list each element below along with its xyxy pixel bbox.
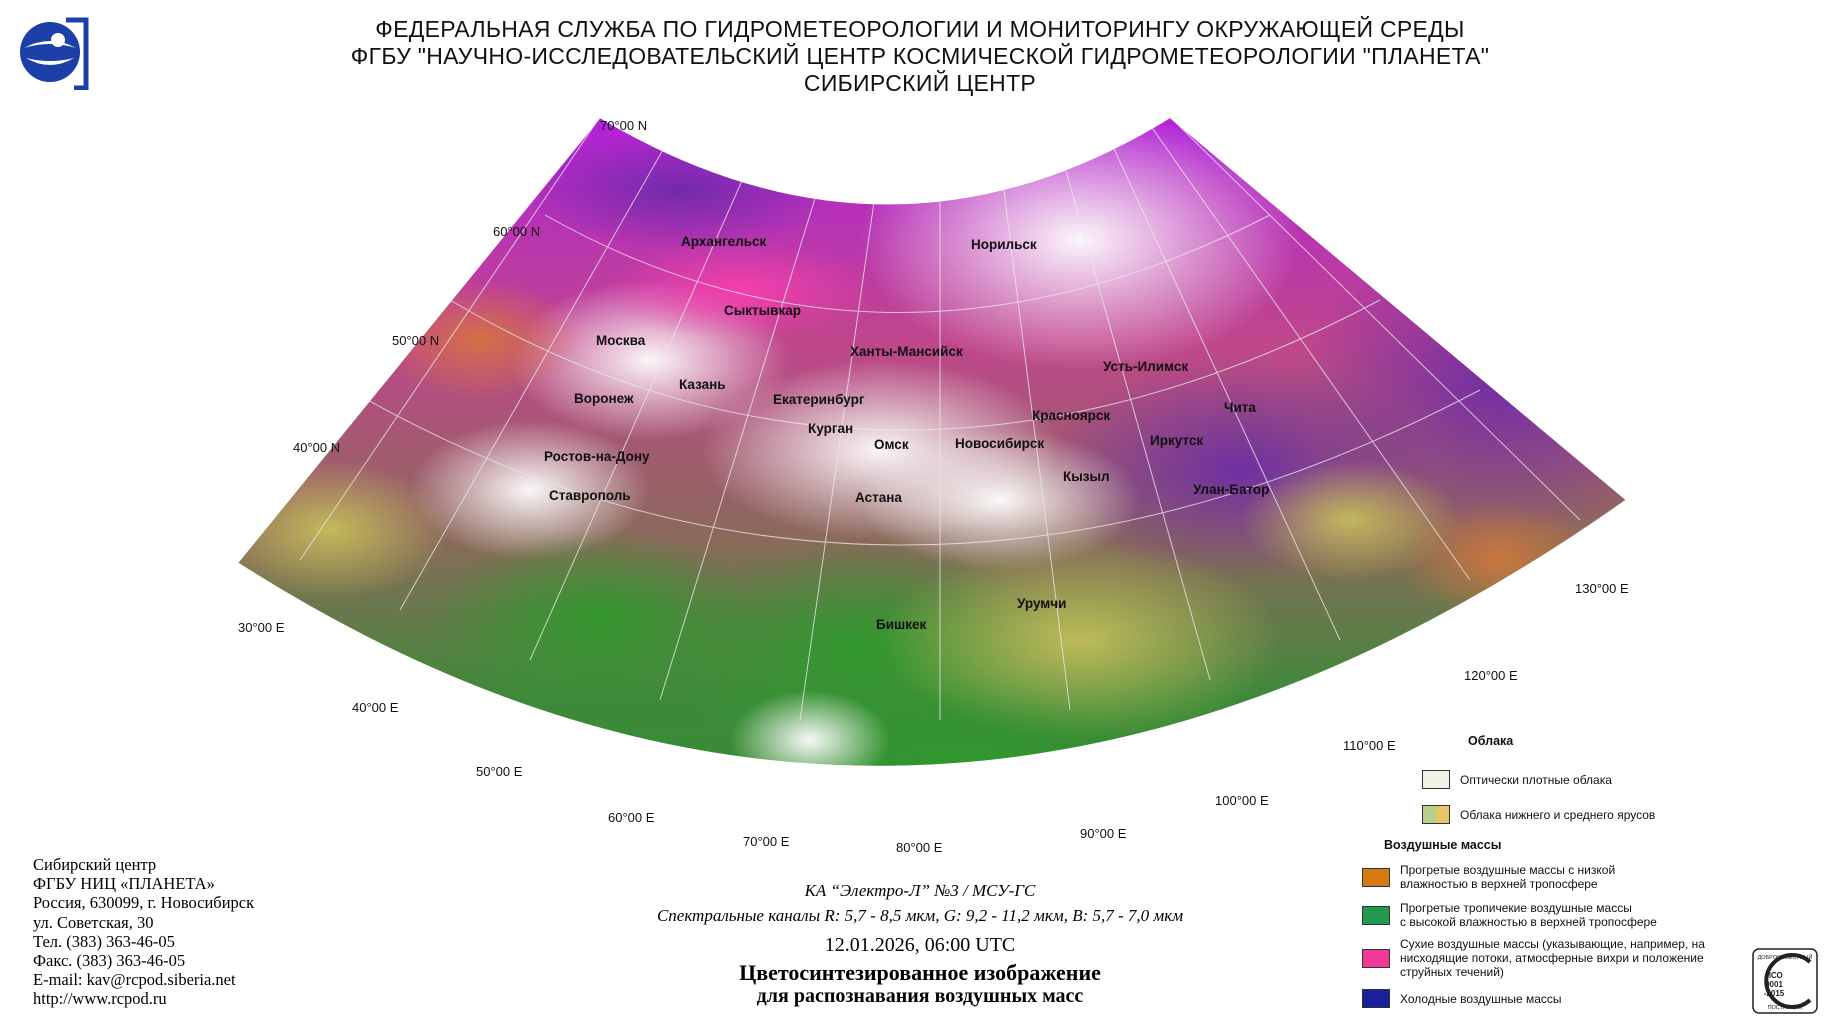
city-stavropol: Ставрополь <box>549 488 631 503</box>
lat-label-70: 70°00 N <box>600 118 648 133</box>
lat-label-50: 50°00 N <box>392 333 440 348</box>
legend-item-warm-low-humidity: Прогретые воздушные массы с низкой влажн… <box>1362 863 1615 891</box>
legend-label-tropical-2: с высокой влажностью в верхней тропосфер… <box>1400 915 1657 929</box>
header-line-3: СИБИРСКИЙ ЦЕНТР <box>803 70 1037 96</box>
city-omsk: Омск <box>874 437 909 452</box>
image-info: КА “Электро-Л” №3 / МСУ-ГС Спектральные … <box>540 878 1300 1008</box>
city-bishkek: Бишкек <box>876 617 927 632</box>
legend-label-tropical: Прогретые тропичекие воздушные массы с в… <box>1400 901 1657 929</box>
city-kyzyl: Кызыл <box>1063 469 1110 484</box>
lon-label-40: 40°00 E <box>352 700 399 715</box>
city-chita: Чита <box>1224 400 1256 415</box>
planeta-logo <box>14 14 90 90</box>
satellite-name: КА “Электро-Л” №3 / МСУ-ГС <box>804 881 1036 900</box>
legend-label-dry-1: Сухие воздушные массы (указывающие, напр… <box>1400 937 1705 951</box>
legend-item-low-mid-clouds: Облака нижнего и среднего ярусов <box>1422 805 1655 824</box>
legend-label-dense-clouds: Оптически плотные облака <box>1460 772 1612 787</box>
legend-label-warm-2: влажностью в верхней тропосфере <box>1400 877 1598 891</box>
spectral-channels: Спектральные каналы R: 5,7 - 8,5 мкм, G:… <box>656 906 1184 925</box>
lon-label-80: 80°00 E <box>896 840 943 855</box>
legend-clouds-heading: Облака <box>1468 734 1514 748</box>
phone: Тел. (383) 363-46-05 <box>33 931 175 951</box>
lat-label-40: 40°00 N <box>293 440 341 455</box>
image-title-1: Цветосинтезированное изображение <box>739 960 1101 985</box>
lon-label-50: 50°00 E <box>476 764 523 779</box>
city-khanty-mansiysk: Ханты-Мансийск <box>850 344 963 359</box>
header-line-1: ФЕДЕРАЛЬНАЯ СЛУЖБА ПО ГИДРОМЕТЕОРОЛОГИИ … <box>375 16 1465 42</box>
header-line-2: ФГБУ "НАУЧНО-ИССЛЕДОВАТЕЛЬСКИЙ ЦЕНТР КОС… <box>350 43 1490 69</box>
swatch-cold <box>1362 989 1390 1008</box>
legend-label-low-mid-clouds: Облака нижнего и среднего ярусов <box>1460 807 1656 822</box>
city-norilsk: Норильск <box>971 237 1037 252</box>
city-novosibirsk: Новосибирск <box>955 436 1045 451</box>
fax: Факс. (383) 363-46-05 <box>33 951 186 971</box>
legend-label-warm: Прогретые воздушные массы с низкой влажн… <box>1400 863 1615 891</box>
address-line-2: ул. Советская, 30 <box>33 912 154 932</box>
city-urumqi: Урумчи <box>1017 596 1067 611</box>
graticule <box>299 117 1581 721</box>
lon-label-110: 110°00 E <box>1343 738 1396 753</box>
legend-item-dense-clouds: Оптически плотные облака <box>1422 770 1612 789</box>
lon-label-130: 130°00 E <box>1575 581 1629 596</box>
iso-bottom-text: ПОСТАВЩИК <box>1768 1005 1804 1011</box>
city-ust-ilimsk: Усть-Илимск <box>1103 359 1189 374</box>
iso-year-text: -2015 <box>1764 989 1785 998</box>
image-title-2: для распознавания воздушных масс <box>756 985 1084 1007</box>
lat-label-60: 60°00 N <box>493 224 541 239</box>
swatch-tropical <box>1362 905 1390 925</box>
legend-item-cold: Холодные воздушные массы <box>1362 989 1562 1008</box>
city-kurgan: Курган <box>808 421 854 436</box>
legend-label-tropical-1: Прогретые тропичекие воздушные массы <box>1400 901 1632 915</box>
address-block: Сибирский центр ФГБУ НИЦ «ПЛАНЕТА» Росси… <box>33 855 254 1009</box>
city-moscow: Москва <box>596 333 646 348</box>
legend-item-dry: Сухие воздушные массы (указывающие, напр… <box>1362 937 1705 979</box>
header: ФЕДЕРАЛЬНАЯ СЛУЖБА ПО ГИДРОМЕТЕОРОЛОГИИ … <box>0 16 1840 97</box>
city-syktyvkar: Сыктывкар <box>724 303 801 318</box>
city-kazan: Казань <box>679 377 726 392</box>
iso-num-text: 9001 <box>1765 980 1783 989</box>
city-ulan-bator: Улан-Батор <box>1193 482 1270 497</box>
lon-label-120: 120°00 E <box>1464 668 1518 683</box>
address-line-1: Россия, 630099, г. Новосибирск <box>33 893 255 913</box>
iso-top-text: ДОБРОСОВЕСТНЫЙ <box>1758 953 1813 961</box>
legend-label-cold: Холодные воздушные массы <box>1400 991 1562 1006</box>
image-datetime: 12.01.2026, 06:00 UTC <box>824 934 1016 956</box>
swatch-warm <box>1362 867 1390 887</box>
iso-9001-badge: ДОБРОСОВЕСТНЫЙ ИСО 9001 -2015 ПОСТАВЩИК <box>1752 948 1818 1014</box>
lon-label-30: 30°00 E <box>238 620 285 635</box>
swatch-dry <box>1362 948 1390 968</box>
website-link[interactable]: http://www.rcpod.ru <box>33 989 167 1009</box>
iso-text: ИСО <box>1765 971 1783 980</box>
city-arkhangelsk: Архангельск <box>681 234 767 249</box>
legend-label-dry: Сухие воздушные массы (указывающие, напр… <box>1400 937 1705 979</box>
lon-label-90: 90°00 E <box>1080 826 1127 841</box>
org-full-name: ФГБУ НИЦ «ПЛАНЕТА» <box>33 874 215 894</box>
org-name: Сибирский центр <box>33 855 157 874</box>
legend-label-warm-1: Прогретые воздушные массы с низкой <box>1400 863 1616 877</box>
legend-air-heading: Воздушные массы <box>1384 838 1502 852</box>
city-astana: Астана <box>855 490 902 505</box>
city-yekaterinburg: Екатеринбург <box>773 392 865 407</box>
city-krasnoyarsk: Красноярск <box>1032 408 1111 423</box>
legend-label-dry-2: нисходящие потоки, атмосферные вихри и п… <box>1400 951 1704 965</box>
city-rostov: Ростов-на-Дону <box>544 449 650 464</box>
lon-label-60: 60°00 E <box>608 810 655 825</box>
city-voronezh: Воронеж <box>574 391 634 406</box>
lon-label-100: 100°00 E <box>1215 793 1269 808</box>
city-irkutsk: Иркутск <box>1150 433 1204 448</box>
legend-item-tropical: Прогретые тропичекие воздушные массы с в… <box>1362 901 1657 929</box>
lon-label-70: 70°00 E <box>743 834 790 849</box>
email-link[interactable]: E-mail: kav@rcpod.siberia.net <box>33 970 236 990</box>
swatch-dense-clouds <box>1422 770 1450 789</box>
legend-label-dry-3: струйных течений) <box>1400 965 1504 979</box>
swatch-low-mid-clouds <box>1422 805 1450 824</box>
